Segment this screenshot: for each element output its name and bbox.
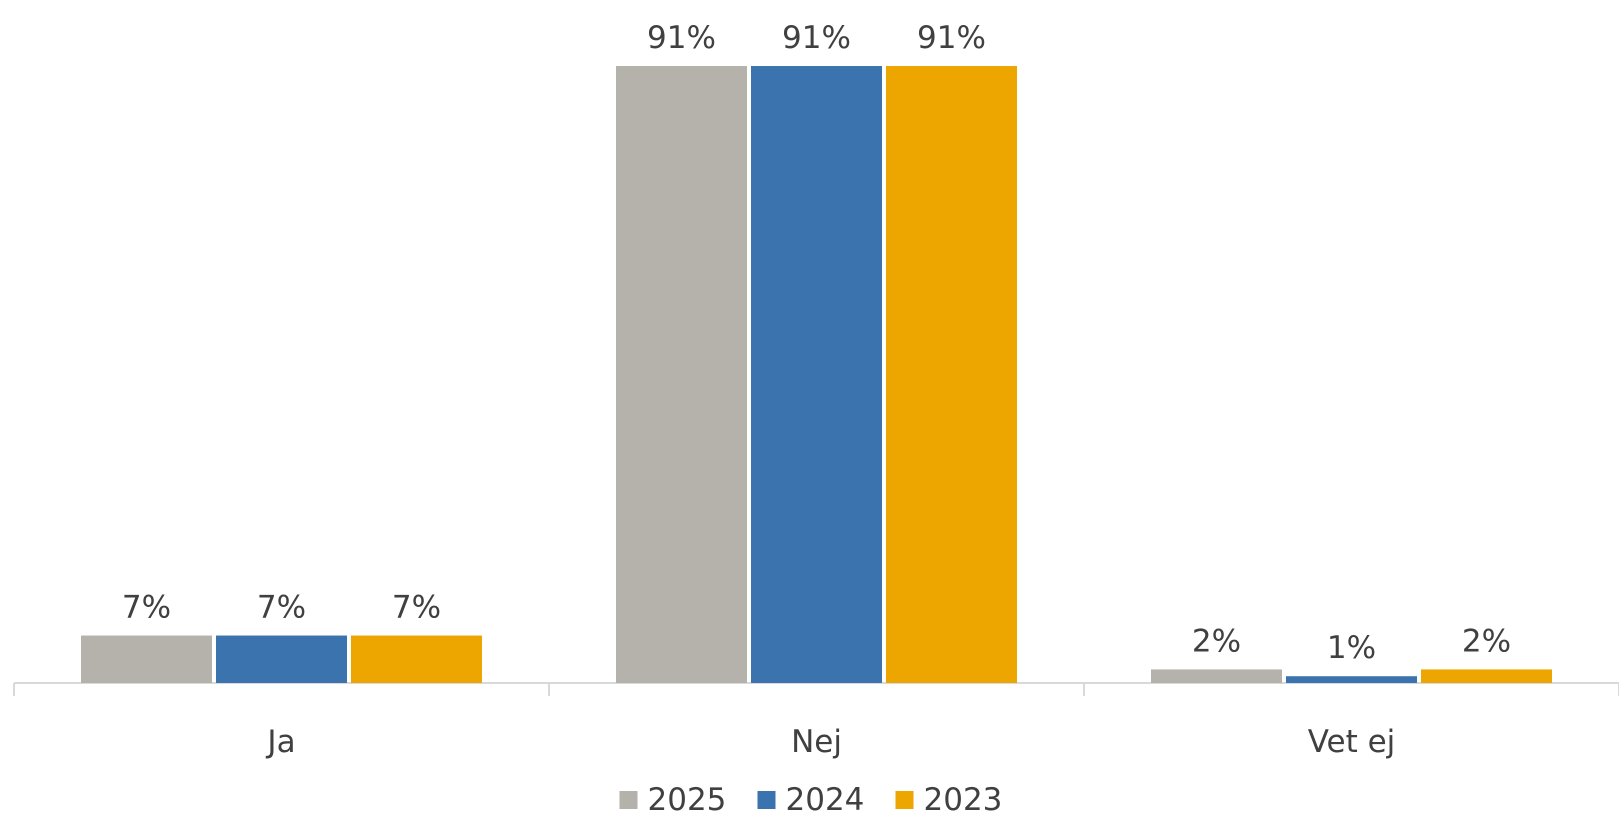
data-label: 91% [917,20,986,56]
legend-swatch-2024 [757,791,776,809]
plot-area: 7% 7% 7% Ja 91% 91% 91% Nej 2% 1% 2% Vet ej [13,20,1619,760]
bar-2025-2 [1151,669,1282,683]
bar-2024-2 [1286,676,1417,683]
legend-label-2025: 2025 [648,782,727,818]
legend-swatch-2023 [895,791,914,809]
data-label: 7% [257,590,306,626]
legend-label-2023: 2023 [924,782,1003,818]
data-label: 7% [122,590,171,626]
bar-2024-0 [216,635,347,683]
bar-2023-2 [1421,669,1552,683]
x-tick-label: Vet ej [1308,724,1396,760]
data-label: 91% [647,20,716,56]
data-label: 2% [1192,623,1241,659]
data-label: 7% [392,590,441,626]
x-tick-label: Ja [265,724,295,760]
bar-2025-0 [81,635,212,683]
bar-2025-1 [616,66,747,683]
data-label: 2% [1462,623,1511,659]
bar-2024-1 [751,66,882,683]
bar-2023-1 [886,66,1017,683]
x-tick-label: Nej [791,724,842,760]
bar-2023-0 [351,635,482,683]
legend-swatch-2025 [619,791,638,809]
legend-label-2024: 2024 [786,782,865,818]
data-label: 1% [1327,630,1376,666]
legend: 2025 2024 2023 [619,782,1003,818]
data-label: 91% [782,20,851,56]
